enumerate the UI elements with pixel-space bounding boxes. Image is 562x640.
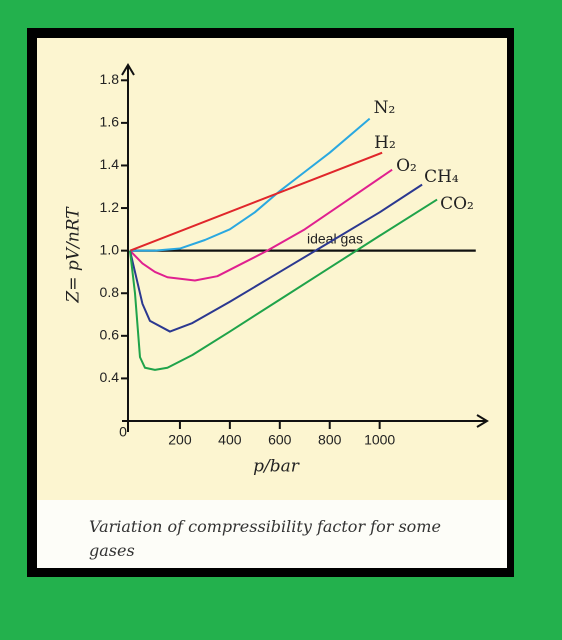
series-label: H₂ [374, 133, 396, 153]
caption: Variation of compressibility factor for … [89, 517, 441, 560]
y-tick-label: 1.0 [100, 241, 120, 257]
y-tick-label: 0.6 [100, 327, 120, 343]
series-line [130, 117, 371, 252]
series-line [129, 168, 393, 282]
x-axis-label: p/bar [253, 457, 300, 477]
y-axis-label: Z= pV/nRT [64, 206, 84, 304]
series-label: N₂ [374, 98, 396, 118]
series-line [129, 151, 383, 252]
series-label: O₂ [396, 156, 417, 176]
x-tick-label: 200 [168, 432, 192, 448]
chart-panel [37, 38, 507, 500]
y-tick-label: 1.4 [100, 156, 120, 172]
x-tick-label: 0 [119, 424, 127, 440]
x-tick-label: 800 [318, 432, 342, 448]
series-line [129, 198, 438, 371]
y-tick-label: 0.4 [100, 369, 120, 385]
y-tick-label: 1.2 [100, 199, 120, 215]
caption-box [37, 500, 507, 568]
y-tick-label: 1.6 [100, 114, 120, 130]
series-line [129, 183, 423, 333]
series-label: CH₄ [424, 167, 459, 187]
x-tick-label: 600 [268, 432, 292, 448]
y-tick-label: 1.8 [100, 71, 120, 87]
y-tick-label: 0.8 [100, 284, 120, 300]
x-axis-arrow [476, 414, 489, 428]
y-axis-arrow [121, 63, 135, 76]
x-tick-label: 1000 [364, 432, 395, 448]
x-tick-label: 400 [218, 432, 242, 448]
series-label: CO₂ [440, 194, 474, 214]
